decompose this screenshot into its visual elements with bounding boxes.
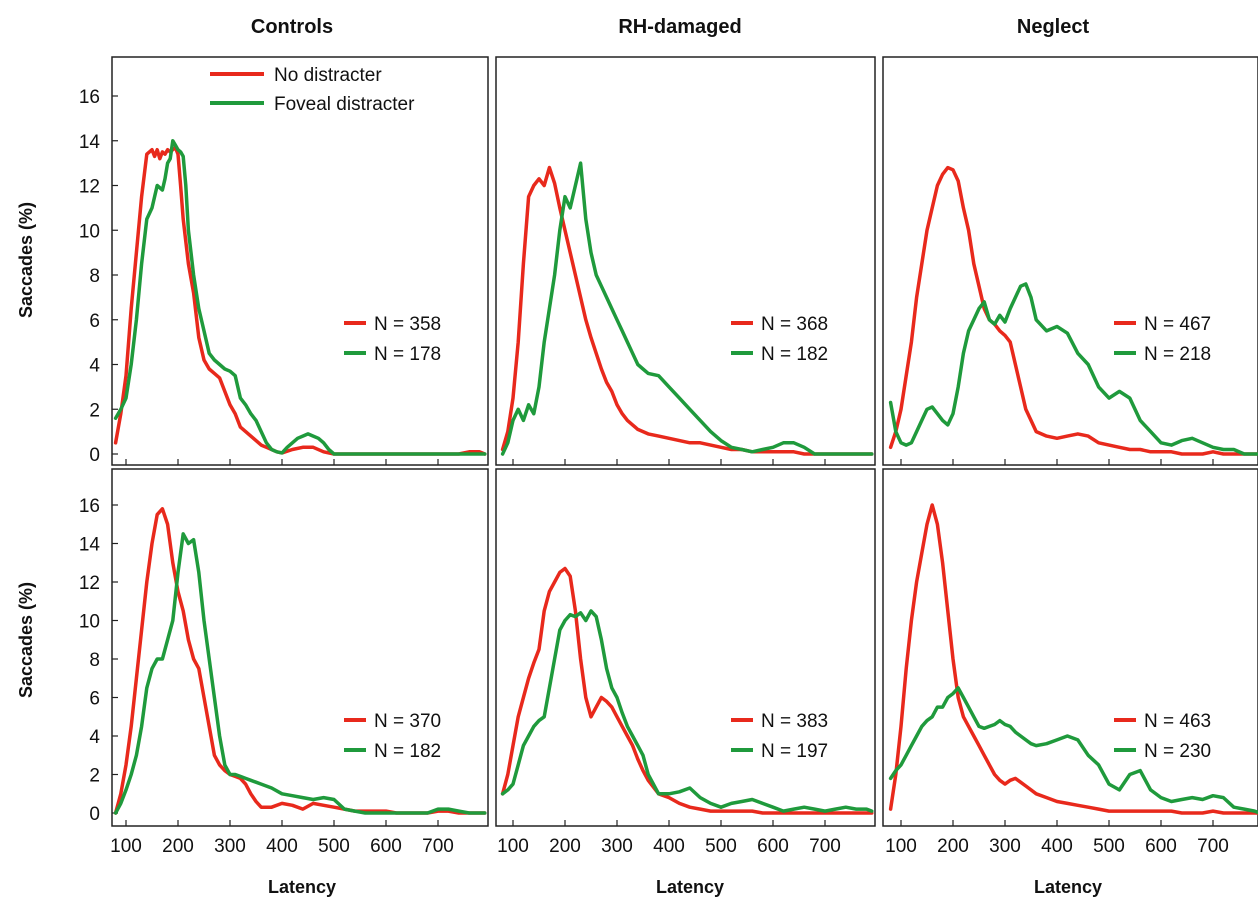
panel-bottom-right: 100 200 300 400 500 600 700 N = 463 N = 230 [882, 468, 1258, 857]
x-tick-label: 400 [653, 836, 685, 857]
y-axis-label-top: Saccades (%) [16, 202, 36, 318]
series-line-foveal-distracter [113, 532, 487, 815]
n-label: N = 230 [1144, 741, 1211, 762]
n-label: N = 358 [374, 314, 441, 335]
x-tick-label: 600 [757, 836, 789, 857]
panel-top-middle: N = 368 N = 182 [495, 56, 876, 466]
n-label: N = 182 [761, 344, 828, 365]
series-line-no-distracter [888, 165, 1258, 456]
series-line-foveal-distracter [888, 282, 1258, 456]
n-label: N = 218 [1144, 344, 1211, 365]
x-axis-label-neglect: Latency [1034, 877, 1102, 897]
column-title-controls: Controls [251, 16, 333, 38]
x-tick-label: 500 [318, 836, 350, 857]
legend: No distracter Foveal distracter [210, 65, 415, 115]
panel-frame [495, 56, 876, 466]
x-tick-label: 200 [549, 836, 581, 857]
x-tick-label: 400 [266, 836, 298, 857]
y-axis-label-bottom: Saccades (%) [16, 582, 36, 698]
panel-frame [495, 468, 876, 827]
panel-bottom-left: 100 200 300 400 500 600 700 0 2 4 6 8 10 12 14 16 N = 37… [79, 468, 489, 857]
series-line-no-distracter [113, 507, 487, 815]
x-tick-label: 300 [601, 836, 633, 857]
legend-label-no-distracter: No distracter [274, 65, 382, 86]
n-label: N = 197 [761, 741, 828, 762]
y-tick-label: 6 [89, 311, 100, 332]
y-tick-label: 12 [79, 177, 100, 198]
y-tick-label: 6 [89, 689, 100, 710]
series-line-foveal-distracter [113, 139, 487, 456]
y-tick-label: 0 [89, 445, 100, 466]
x-tick-label: 300 [989, 836, 1021, 857]
column-titles: Controls RH-damaged Neglect [251, 16, 1090, 38]
y-tick-label: 8 [89, 266, 100, 287]
y-tick-label: 10 [79, 221, 100, 242]
series-line-foveal-distracter [500, 161, 874, 456]
y-tick-label: 10 [79, 612, 100, 633]
n-label: N = 178 [374, 344, 441, 365]
x-tick-label: 100 [110, 836, 142, 857]
series-line-no-distracter [500, 165, 874, 456]
x-tick-label: 100 [885, 836, 917, 857]
n-label: N = 182 [374, 741, 441, 762]
n-label: N = 383 [761, 711, 828, 732]
x-axis-label-rh-damaged: Latency [656, 877, 724, 897]
y-tick-label: 0 [89, 804, 100, 825]
panel-frame [882, 468, 1258, 827]
x-tick-label: 200 [937, 836, 969, 857]
series-line-no-distracter [500, 566, 874, 815]
x-axis-labels: Latency Latency Latency [268, 877, 1102, 897]
n-label: N = 370 [374, 711, 441, 732]
y-tick-label: 2 [89, 766, 100, 787]
x-axis-label-controls: Latency [268, 877, 336, 897]
legend-label-foveal-distracter: Foveal distracter [274, 94, 415, 115]
panel-bottom-middle: 100 200 300 400 500 600 700 N = 383 N = 197 [495, 468, 876, 857]
panel-top-right: N = 467 N = 218 [882, 56, 1258, 466]
y-tick-label: 16 [79, 87, 100, 108]
y-tick-label: 14 [79, 535, 101, 556]
x-tick-label: 600 [370, 836, 402, 857]
y-tick-label: 2 [89, 400, 100, 421]
series-line-no-distracter [113, 145, 487, 456]
column-title-neglect: Neglect [1017, 16, 1090, 38]
x-tick-label: 700 [422, 836, 454, 857]
y-axis-labels: Saccades (%) Saccades (%) [16, 202, 36, 698]
panel-frame [111, 56, 489, 466]
x-tick-label: 400 [1041, 836, 1073, 857]
x-tick-label: 700 [1197, 836, 1229, 857]
x-tick-label: 500 [1093, 836, 1125, 857]
y-tick-label: 14 [79, 132, 101, 153]
n-label: N = 463 [1144, 711, 1211, 732]
series-line-foveal-distracter [500, 609, 874, 813]
panel-frame [111, 468, 489, 827]
x-tick-label: 100 [497, 836, 529, 857]
y-tick-label: 12 [79, 573, 100, 594]
x-tick-label: 500 [705, 836, 737, 857]
x-tick-label: 700 [809, 836, 841, 857]
n-label: N = 368 [761, 314, 828, 335]
x-tick-label: 600 [1145, 836, 1177, 857]
series-line-foveal-distracter [888, 686, 1258, 815]
panel-frame [882, 56, 1258, 466]
y-tick-label: 4 [89, 727, 100, 748]
y-tick-label: 8 [89, 650, 100, 671]
x-tick-label: 300 [214, 836, 246, 857]
panel-top-left: 0 2 4 6 8 10 12 14 16 N = 358 N = 178 [79, 56, 489, 466]
y-tick-label: 16 [79, 496, 100, 517]
series-line-no-distracter [888, 503, 1258, 815]
x-tick-label: 200 [162, 836, 194, 857]
panels: 0 2 4 6 8 10 12 14 16 N = 358 N = 178 N = 368 N = 18… [79, 56, 1258, 857]
y-tick-label: 4 [89, 356, 100, 377]
column-title-rh-damaged: RH-damaged [618, 16, 741, 38]
n-label: N = 467 [1144, 314, 1211, 335]
